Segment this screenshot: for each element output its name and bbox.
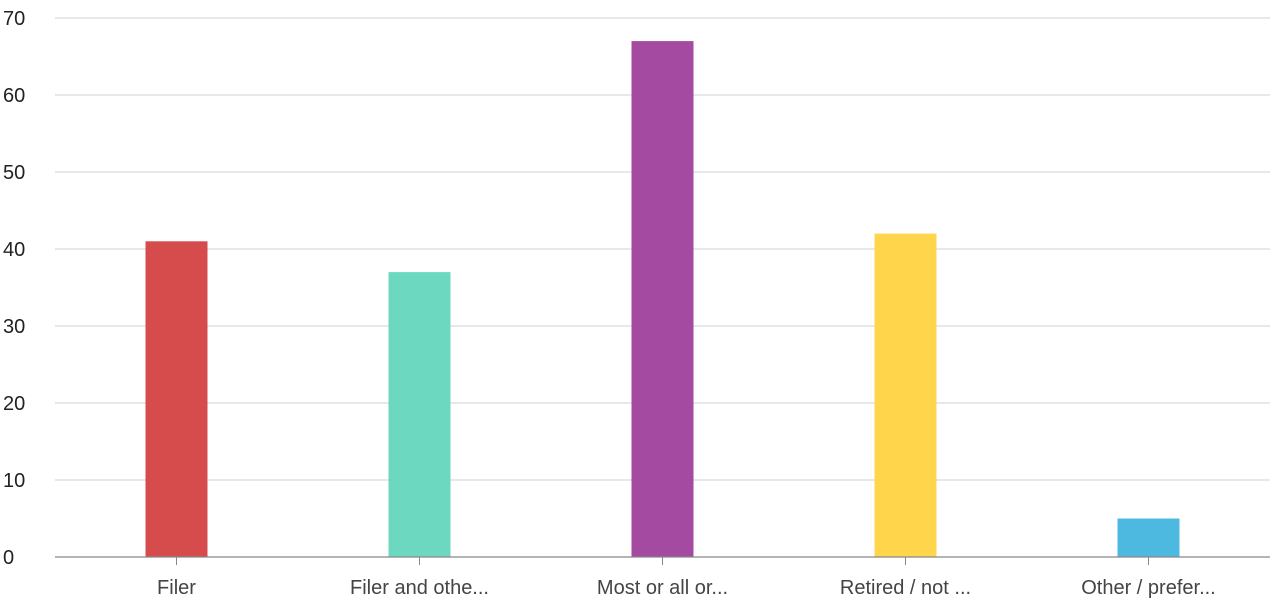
- y-tick-label: 0: [3, 547, 14, 569]
- x-category-label: Other / prefer...: [1081, 577, 1216, 599]
- x-category-label: Filer: [157, 577, 196, 599]
- bar[interactable]: [388, 272, 451, 557]
- y-tick-label: 60: [3, 85, 25, 107]
- y-tick-label: 40: [3, 239, 25, 261]
- y-tick-label: 70: [3, 8, 25, 30]
- x-category-label: Most or all or...: [597, 577, 728, 599]
- y-tick-label: 30: [3, 316, 25, 338]
- y-tick-label: 20: [3, 393, 25, 415]
- x-category-label: Retired / not ...: [840, 577, 971, 599]
- y-tick-label: 10: [3, 470, 25, 492]
- bar[interactable]: [874, 233, 937, 557]
- bar[interactable]: [631, 41, 694, 558]
- y-tick-label: 50: [3, 162, 25, 184]
- bars: [145, 41, 1180, 558]
- x-axis-ticks: Filer Filer and othe... Most or all or... R…: [157, 557, 1216, 599]
- bar[interactable]: [1117, 518, 1180, 558]
- x-category-label: Filer and othe...: [350, 577, 489, 599]
- y-axis-ticks: 0 10 20 30 40 50 60 70: [3, 8, 25, 569]
- bar[interactable]: [145, 241, 208, 558]
